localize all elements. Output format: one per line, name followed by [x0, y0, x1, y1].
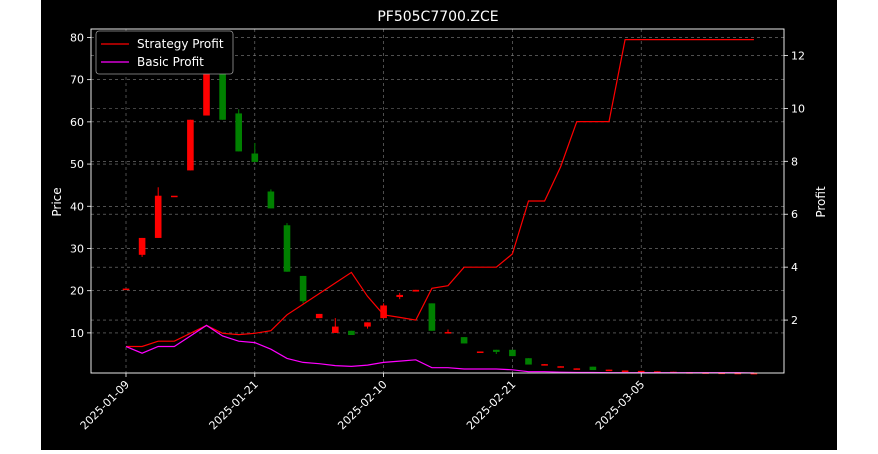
candle-body-1 — [138, 237, 146, 255]
candle-body-10 — [283, 225, 291, 272]
y-tick-label-left: 70 — [70, 74, 84, 87]
candle-body-22 — [476, 351, 484, 353]
candle-body-33 — [654, 371, 661, 373]
chart-figure: PF505C7700.ZCE 10 20 30 40 50 60 70 80 2 4 6 8 10 12 2… — [41, 0, 837, 450]
series-line-0 — [126, 38, 754, 348]
y-tick-label-right: 8 — [791, 155, 798, 168]
candle-body-8 — [251, 153, 259, 162]
y-tick-label-left: 50 — [70, 158, 84, 171]
candle-body-13 — [332, 326, 339, 333]
y-tick-label-right: 6 — [791, 208, 798, 221]
candle-body-31 — [621, 370, 629, 372]
candle-body-14 — [348, 330, 355, 336]
y-tick-label-left: 60 — [70, 116, 84, 129]
candle-body-6 — [219, 58, 226, 120]
candle-body-17 — [396, 294, 403, 298]
y-tick-label-right: 12 — [791, 49, 805, 62]
axes: 10 20 30 40 50 60 70 80 2 4 6 8 10 12 2025-01-09 2025-0… — [70, 28, 805, 432]
y-axis-label-left: Price — [50, 187, 64, 216]
candle-body-9 — [267, 191, 275, 209]
y-tick-label-left: 40 — [70, 200, 84, 213]
candle-body-16 — [380, 305, 387, 319]
candle-body-30 — [605, 369, 613, 372]
x-tick-label: 2025-02-21 — [464, 378, 518, 432]
legend: Strategy Profit Basic Profit — [95, 30, 234, 75]
candle-body-12 — [315, 313, 323, 319]
x-tick-label: 2025-01-09 — [78, 378, 132, 432]
candlestick-profit-chart: PF505C7700.ZCE 10 20 30 40 50 60 70 80 2 4 6 8 10 12 2… — [50, 9, 828, 432]
candle-body-4 — [187, 119, 194, 171]
candle-body-15 — [364, 322, 371, 327]
legend-label-basic: Basic Profit — [137, 55, 204, 69]
candle-body-0 — [122, 288, 130, 291]
candle-body-38 — [734, 372, 742, 375]
candle-body-28 — [573, 368, 581, 370]
candle-body-24 — [509, 349, 516, 357]
y-tick-label-left: 80 — [70, 31, 84, 44]
legend-label-strategy: Strategy Profit — [137, 37, 224, 51]
candle-body-29 — [589, 366, 597, 371]
x-tick-label: 2025-01-21 — [207, 378, 261, 432]
candle-body-20 — [444, 332, 452, 334]
y-tick-label-left: 20 — [70, 285, 84, 298]
chart-title: PF505C7700.ZCE — [377, 9, 498, 25]
plot-frame — [90, 28, 785, 374]
y-tick-label-right: 10 — [791, 102, 805, 115]
candle-body-11 — [299, 275, 307, 302]
candle-body-2 — [154, 195, 162, 238]
candle-body-23 — [493, 349, 500, 352]
x-tick-label: 2025-02-10 — [335, 378, 389, 432]
candle-body-7 — [235, 113, 242, 152]
candle-body-26 — [541, 364, 548, 366]
x-tick-label: 2025-03-05 — [593, 378, 647, 432]
candle-body-18 — [412, 289, 420, 292]
candle-body-39 — [750, 372, 758, 375]
y-axis-label-right: Profit — [814, 186, 828, 218]
candle-body-5 — [203, 35, 210, 116]
y-tick-label-left: 30 — [70, 242, 84, 255]
legend-frame — [95, 30, 234, 75]
candles — [122, 35, 758, 375]
y-tick-label-right: 2 — [791, 314, 798, 327]
candle-body-3 — [171, 195, 178, 198]
y-tick-label-right: 4 — [791, 261, 798, 274]
candle-body-27 — [557, 366, 564, 368]
candle-body-25 — [525, 358, 532, 365]
candle-body-19 — [428, 303, 436, 331]
candle-body-32 — [637, 370, 645, 373]
grid-lines — [91, 29, 784, 373]
candle-body-21 — [460, 337, 468, 344]
y-tick-label-left: 10 — [70, 327, 84, 340]
